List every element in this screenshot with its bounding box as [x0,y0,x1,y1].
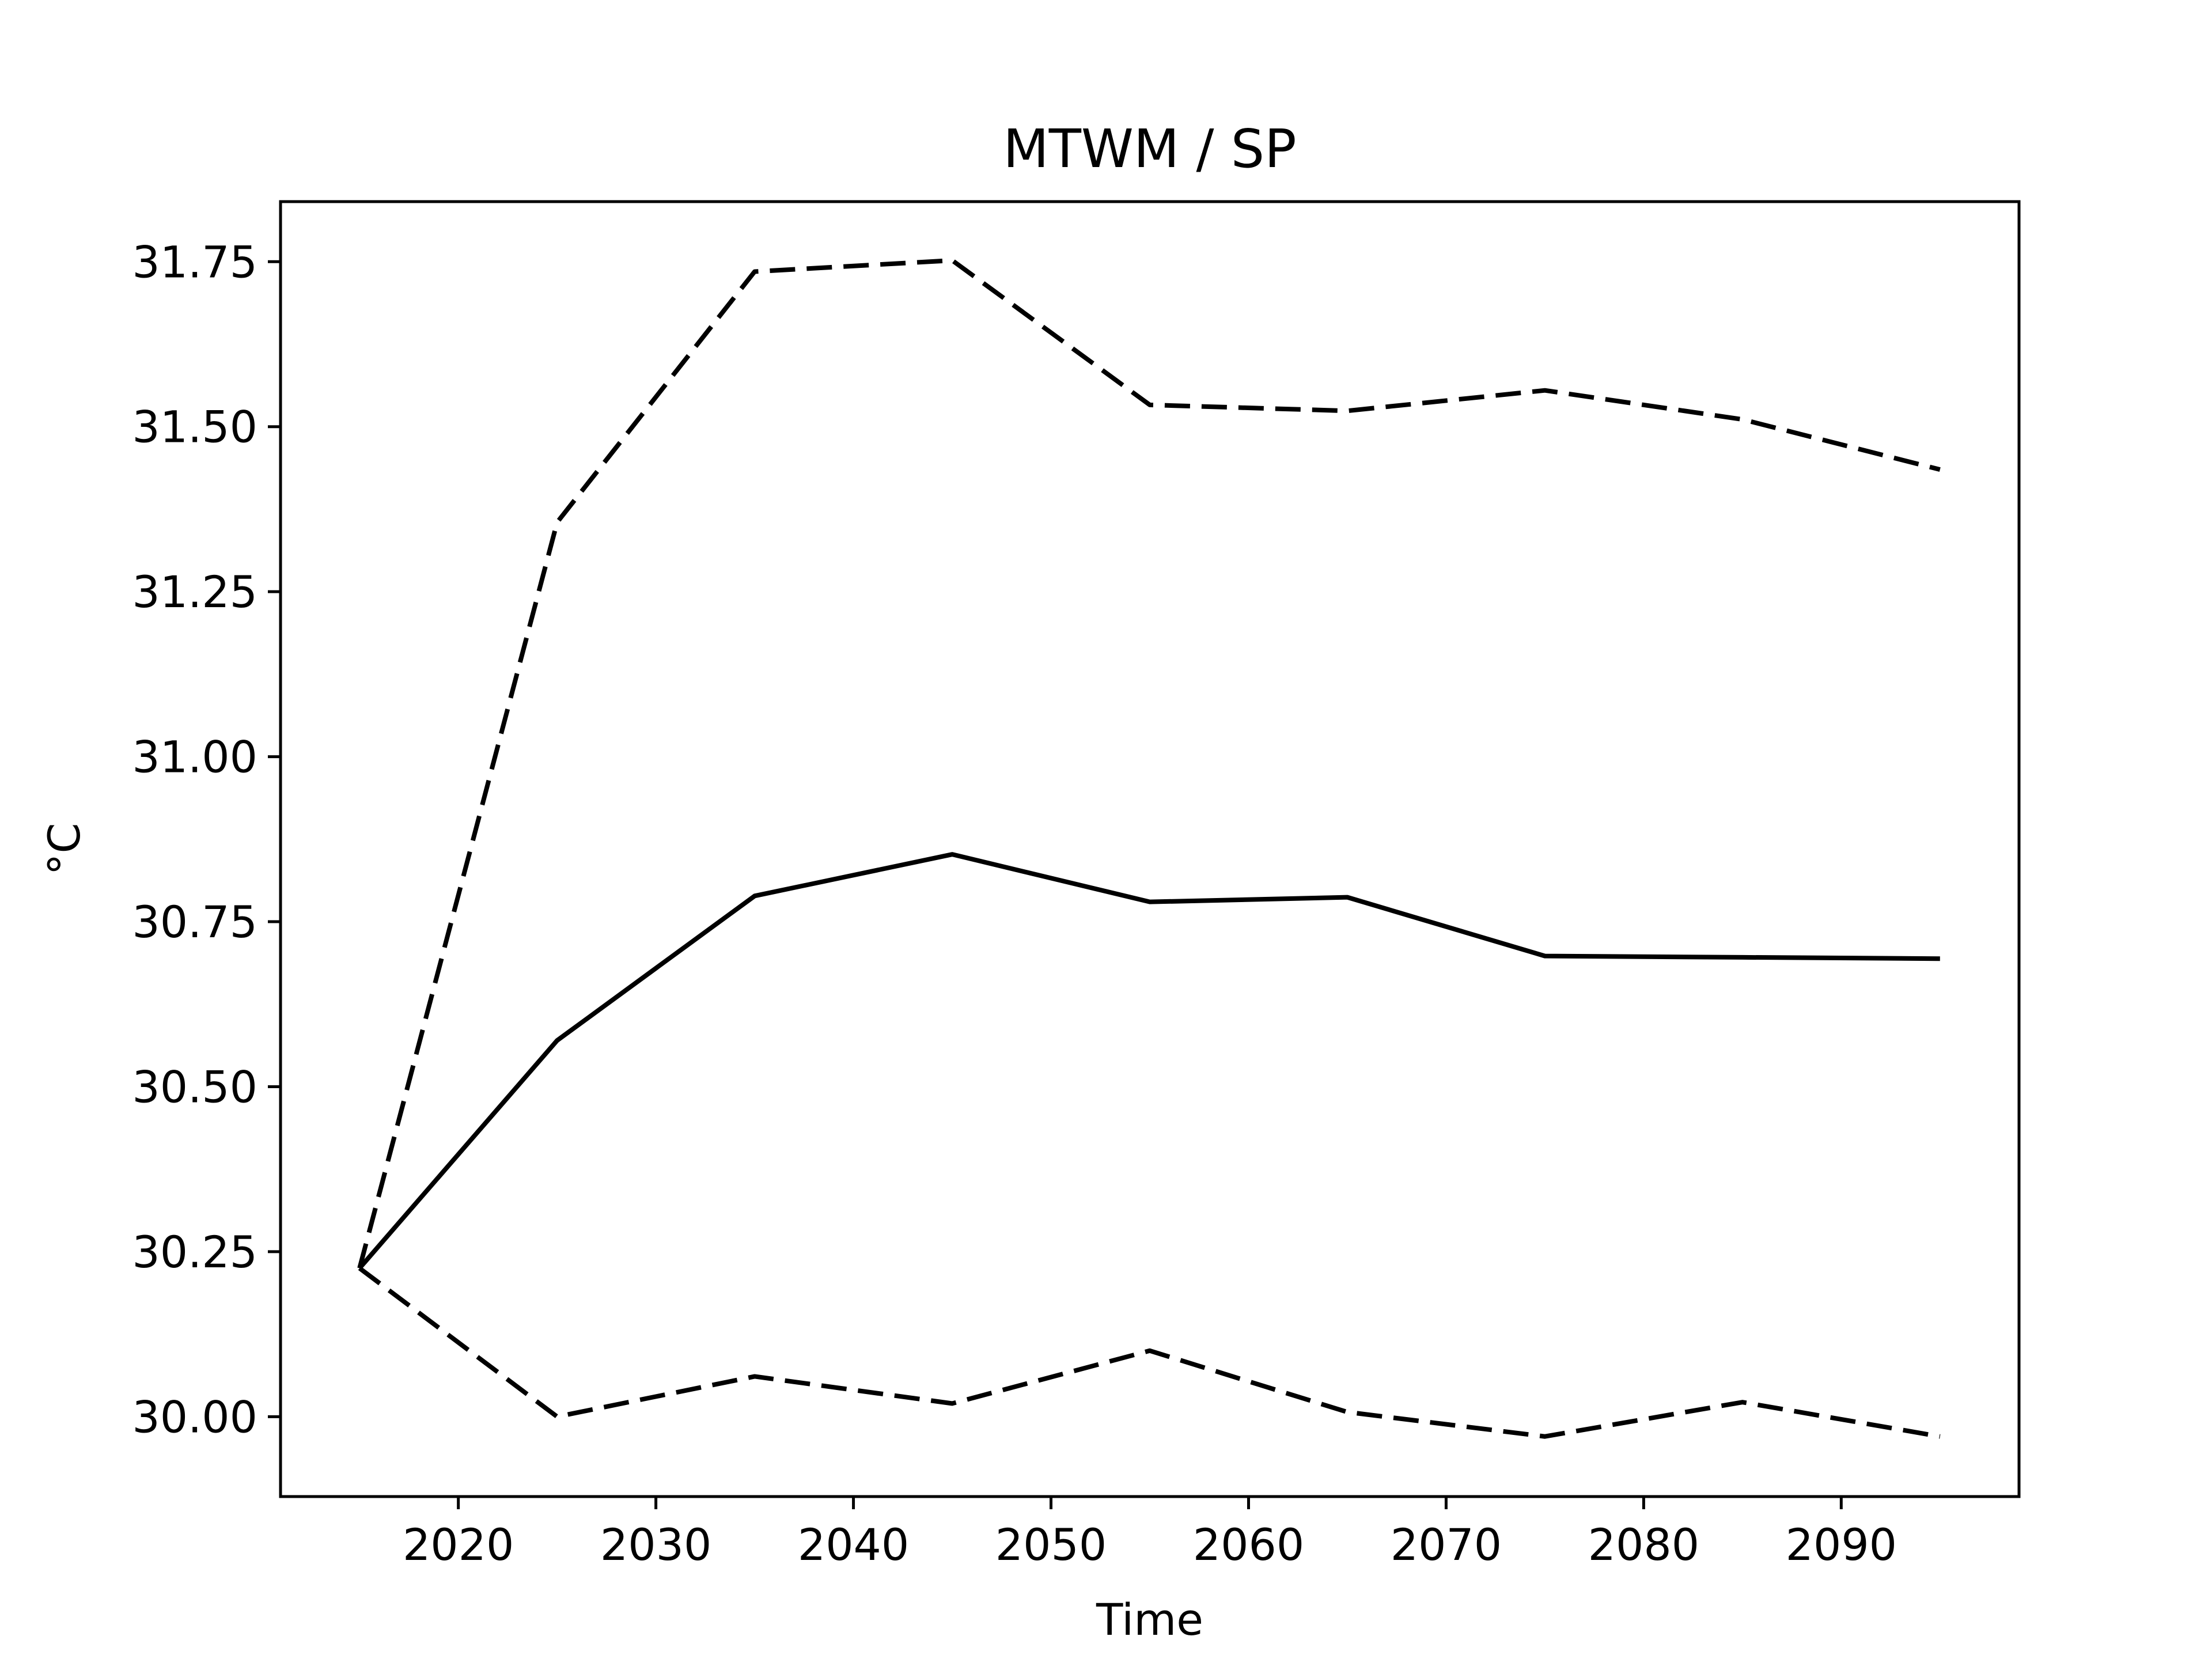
x-tick-label: 2080 [1588,1519,1699,1570]
x-tick-label: 2040 [798,1519,909,1570]
x-tick-label: 2090 [1786,1519,1897,1570]
chart-title: MTWM / SP [1003,118,1296,180]
y-tick-label: 31.00 [132,732,257,783]
x-tick-label: 2070 [1391,1519,1502,1570]
y-tick-label: 31.75 [132,236,257,287]
y-tick-label: 30.50 [132,1061,257,1112]
x-tick-label: 2050 [995,1519,1107,1570]
x-tick-label: 2020 [403,1519,514,1570]
series-line [357,257,1941,1269]
y-tick-label: 31.50 [132,402,257,453]
plot-frame [279,200,2021,1498]
x-tick-label: 2060 [1193,1519,1304,1570]
y-tick-label: 30.00 [132,1391,257,1442]
series-line [358,852,1940,1270]
series-line [358,1266,1941,1439]
y-tick-label: 31.25 [132,566,257,618]
x-axis-label: Time [1096,1594,1203,1645]
y-axis-label: °C [39,823,90,875]
x-tick-label: 2030 [600,1519,711,1570]
y-tick-label: 30.75 [132,896,257,948]
y-tick-label: 30.25 [132,1226,257,1278]
